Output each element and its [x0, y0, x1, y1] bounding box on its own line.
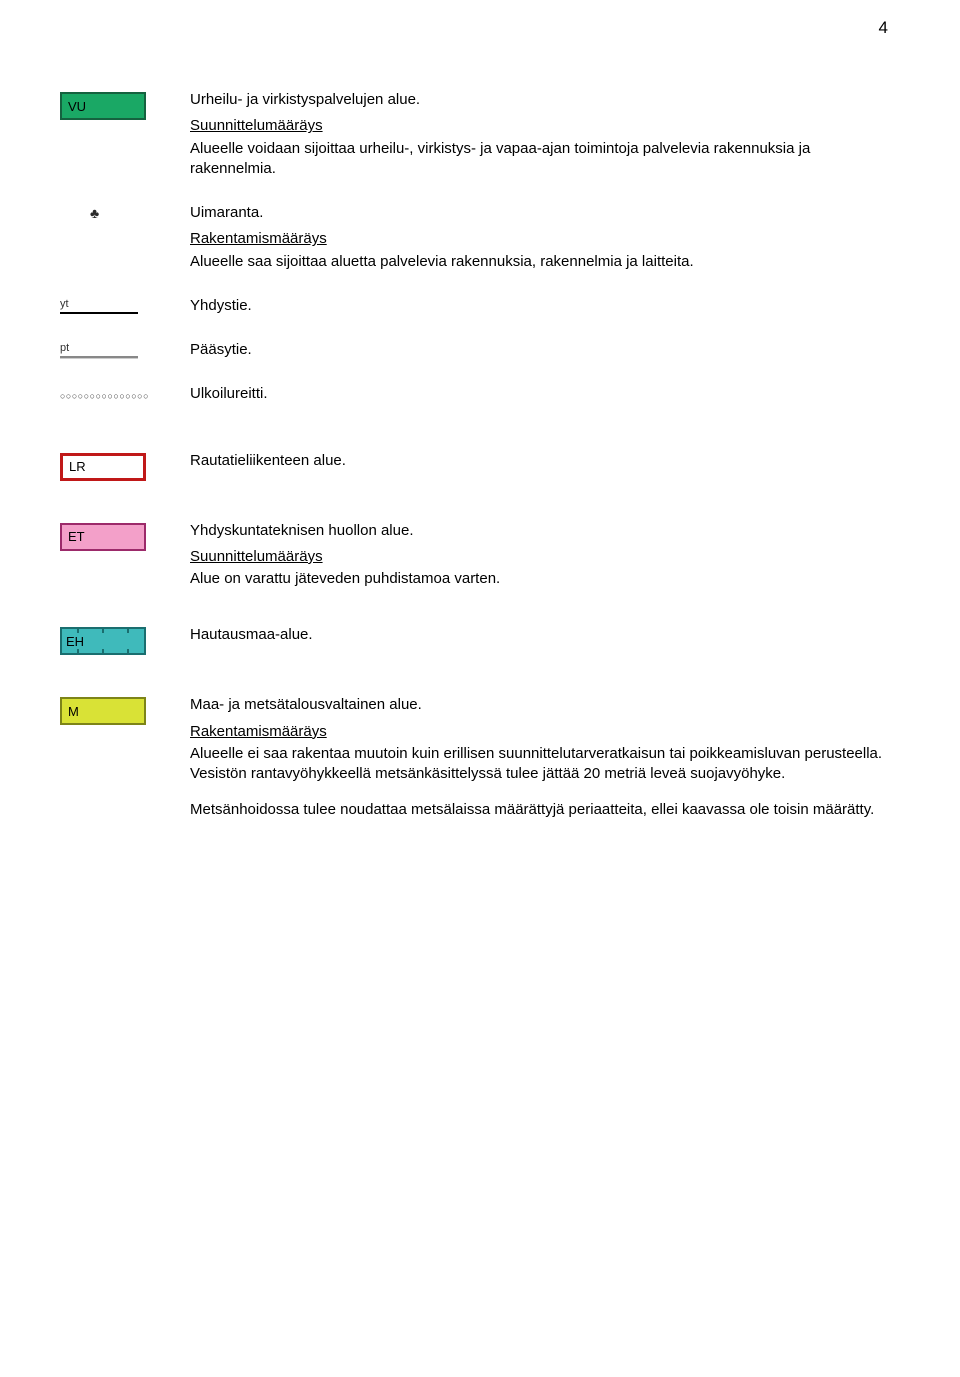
- entry-body: Alueelle ei saa rakentaa muutoin kuin er…: [190, 744, 890, 785]
- entry-title: Pääsytie.: [190, 340, 890, 360]
- entry-title: Rautatieliikenteen alue.: [190, 451, 890, 471]
- box-eh: EH: [60, 627, 146, 655]
- box-lr: LR: [60, 453, 146, 481]
- text-col: Ulkoilureitti.: [190, 384, 890, 410]
- legend-entry-vu: VU Urheilu- ja virkistyspalvelujen alue.…: [60, 90, 890, 185]
- page: 4 VU Urheilu- ja virkistyspalvelujen alu…: [0, 0, 960, 905]
- symbol-col: ♣: [60, 203, 190, 221]
- box-label: EH: [66, 634, 84, 649]
- entry-body: Alueelle voidaan sijoittaa urheilu-, vir…: [190, 139, 890, 180]
- sub-heading: Suunnittelumääräys: [190, 116, 890, 136]
- text-col: Rautatieliikenteen alue.: [190, 451, 890, 477]
- symbol-col: M: [60, 695, 190, 725]
- box-vu: VU: [60, 92, 146, 120]
- box-label: VU: [68, 99, 86, 114]
- sub-heading: Rakentamismääräys: [190, 229, 890, 249]
- legend-entry-lr: LR Rautatieliikenteen alue.: [60, 451, 890, 481]
- legend-entry-uimaranta: ♣ Uimaranta. Rakentamismääräys Alueelle …: [60, 203, 890, 278]
- entry-title: Uimaranta.: [190, 203, 890, 223]
- entry-title: Urheilu- ja virkistyspalvelujen alue.: [190, 90, 890, 110]
- legend-entry-et: ET Yhdyskuntateknisen huollon alue. Suun…: [60, 521, 890, 596]
- text-col: Pääsytie.: [190, 340, 890, 366]
- entry-title: Yhdyskuntateknisen huollon alue.: [190, 521, 890, 541]
- line-icon: [60, 312, 138, 314]
- icon-label: pt: [60, 342, 69, 354]
- page-number: 4: [879, 18, 888, 38]
- text-col: Yhdystie.: [190, 296, 890, 322]
- text-col: Uimaranta. Rakentamismääräys Alueelle sa…: [190, 203, 890, 278]
- yt-line-icon: yt: [60, 298, 138, 314]
- entry-body-2: Metsänhoidossa tulee noudattaa metsälais…: [190, 800, 890, 820]
- text-col: Urheilu- ja virkistyspalvelujen alue. Su…: [190, 90, 890, 185]
- text-col: Hautausmaa-alue.: [190, 625, 890, 651]
- symbol-col: EH: [60, 625, 190, 655]
- entry-body: Alue on varattu jäteveden puhdistamoa va…: [190, 569, 890, 589]
- legend-entry-ulkoilu: ○○○○○○○○○○○○○○○ Ulkoilureitti.: [60, 384, 890, 410]
- legend-entry-m: M Maa- ja metsätalousvaltainen alue. Rak…: [60, 695, 890, 826]
- entry-title: Yhdystie.: [190, 296, 890, 316]
- symbol-col: VU: [60, 90, 190, 120]
- sub-heading: Rakentamismääräys: [190, 722, 890, 742]
- dotted-line-icon: ○○○○○○○○○○○○○○○: [60, 386, 149, 401]
- entry-title: Ulkoilureitti.: [190, 384, 890, 404]
- icon-label: yt: [60, 298, 69, 310]
- entry-body: Alueelle saa sijoittaa aluetta palvelevi…: [190, 252, 890, 272]
- entry-title: Maa- ja metsätalousvaltainen alue.: [190, 695, 890, 715]
- box-et: ET: [60, 523, 146, 551]
- box-label: M: [68, 704, 79, 719]
- legend-entry-pt: pt Pääsytie.: [60, 340, 890, 366]
- symbol-col: ○○○○○○○○○○○○○○○: [60, 384, 190, 401]
- entry-title: Hautausmaa-alue.: [190, 625, 890, 645]
- text-col: Maa- ja metsätalousvaltainen alue. Raken…: [190, 695, 890, 826]
- text-col: Yhdyskuntateknisen huollon alue. Suunnit…: [190, 521, 890, 596]
- legend-entry-eh: EH Hautausmaa-alue.: [60, 625, 890, 655]
- symbol-col: pt: [60, 340, 190, 359]
- symbol-col: yt: [60, 296, 190, 314]
- pt-line-icon: pt: [60, 342, 138, 359]
- sub-heading: Suunnittelumääräys: [190, 547, 890, 567]
- box-m: M: [60, 697, 146, 725]
- symbol-col: LR: [60, 451, 190, 481]
- symbol-col: ET: [60, 521, 190, 551]
- tree-icon: ♣: [60, 205, 99, 221]
- box-label: LR: [69, 459, 86, 474]
- line-icon: [60, 356, 138, 359]
- legend-entry-yt: yt Yhdystie.: [60, 296, 890, 322]
- box-label: ET: [68, 529, 85, 544]
